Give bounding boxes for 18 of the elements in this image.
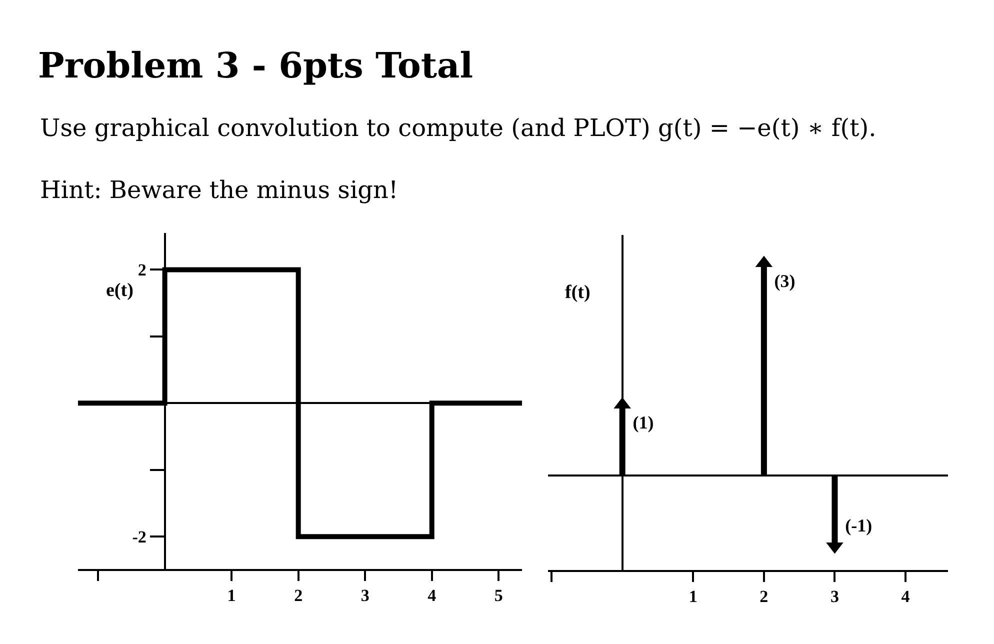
chart-title: Problem 3 - 6pts Total (38, 45, 474, 86)
data-label: (-1) (845, 515, 872, 536)
data-label: (3) (774, 271, 796, 292)
x-tick-label: 4 (428, 586, 437, 606)
x-tick-label: 5 (494, 586, 503, 606)
data-label: (1) (632, 412, 654, 433)
x-tick-label: 3 (360, 586, 370, 606)
x-tick-label: 3 (830, 587, 839, 606)
x-tick-label: 1 (688, 587, 698, 606)
x-tick-label: 2 (760, 587, 768, 606)
y-axis-title: e(t) (106, 280, 134, 301)
chart-subtitle: Use graphical convolution to compute (and PLOT) g(t) = −e(t) ∗ f(t). (40, 114, 876, 142)
text: Hint: Beware the minus sign! (40, 176, 398, 204)
x-tick-label: 2 (294, 586, 303, 606)
x-tick-label: 4 (901, 587, 910, 606)
y-axis-title: f(t) (565, 282, 590, 303)
y-tick-label: -2 (132, 528, 146, 547)
x-tick-label: 1 (227, 586, 236, 606)
